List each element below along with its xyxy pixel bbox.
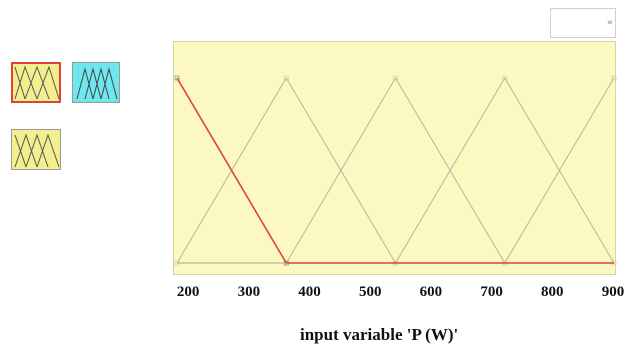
range-readout-label: w <box>607 20 612 26</box>
membership-function-3[interactable] <box>285 77 506 264</box>
membership-plot-svg <box>174 75 617 266</box>
membership-plot[interactable] <box>173 41 617 275</box>
membership-functions-icon <box>14 65 59 100</box>
mf-4-vertex-2[interactable] <box>502 75 508 81</box>
mf-1-vertex-2[interactable] <box>283 260 289 266</box>
input-variable-p-box[interactable] <box>11 62 61 103</box>
x-tick-label: 400 <box>298 284 321 300</box>
mf-3-vertex-2[interactable] <box>393 75 398 81</box>
x-tick-label: 900 <box>601 284 625 300</box>
membership-functions-icon <box>14 133 60 168</box>
range-readout-box: w <box>550 8 616 38</box>
input-variable-q-box[interactable] <box>72 62 120 103</box>
mf-2-vertex-2[interactable] <box>283 75 289 81</box>
x-tick-label: 200 <box>176 284 200 300</box>
mf-1-vertex-1[interactable] <box>174 75 180 81</box>
mf-5-vertex-2[interactable] <box>611 75 617 81</box>
membership-function-5[interactable] <box>504 77 615 264</box>
output-variable-box[interactable] <box>11 129 61 170</box>
x-tick-label: 800 <box>541 284 564 300</box>
membership-function-4[interactable] <box>395 77 615 264</box>
membership-function-2[interactable] <box>176 77 396 264</box>
membership-function-1[interactable] <box>176 77 287 264</box>
x-axis-title: input variable 'P (W)' <box>300 325 459 344</box>
mf-2-vertex-1[interactable] <box>174 260 180 266</box>
x-tick-label: 500 <box>358 284 382 300</box>
x-tick-label: 600 <box>419 284 443 300</box>
x-tick-label: 700 <box>480 284 503 300</box>
membership-functions-icon <box>76 67 118 100</box>
x-tick-label: 300 <box>237 284 261 300</box>
